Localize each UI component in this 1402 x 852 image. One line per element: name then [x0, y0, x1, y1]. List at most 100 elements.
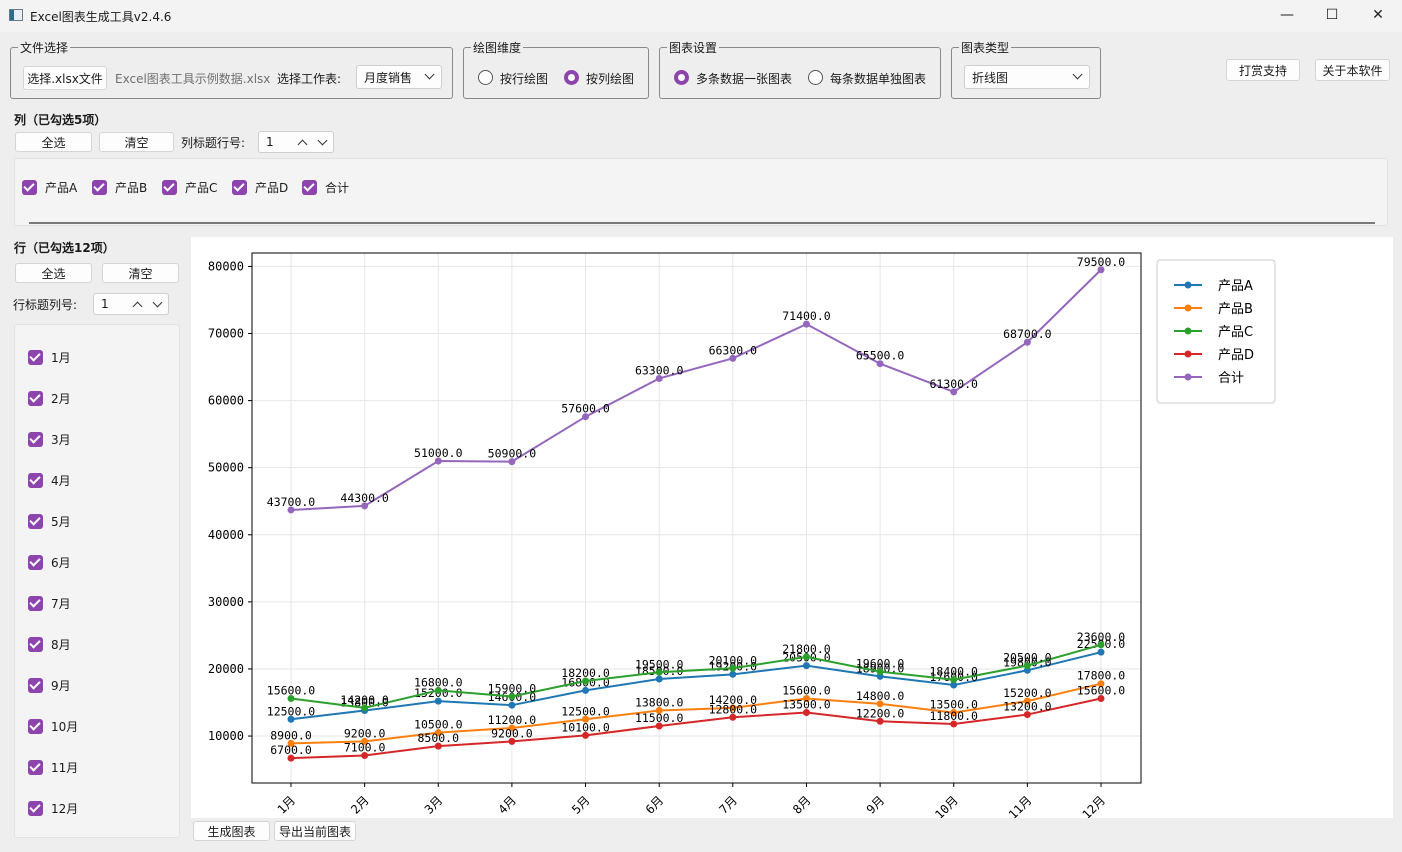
- close-button[interactable]: ✕: [1372, 7, 1384, 23]
- row-item-label: 4月: [51, 474, 71, 488]
- row-item-label: 1月: [51, 351, 71, 365]
- checkbox-checked-icon[interactable]: [28, 350, 43, 365]
- data-point: [287, 694, 295, 702]
- data-point: [434, 742, 442, 750]
- data-point: [655, 722, 663, 730]
- each-separate-chart-radio[interactable]: [808, 70, 823, 85]
- about-button[interactable]: 关于本软件: [1315, 59, 1390, 81]
- column-item[interactable]: 产品B: [92, 179, 147, 196]
- columns-scrollbar[interactable]: [29, 222, 1375, 224]
- rows-clear-button[interactable]: 清空: [102, 263, 179, 283]
- by-column-radio[interactable]: [564, 70, 579, 85]
- data-label: 15600.0: [782, 683, 831, 697]
- data-label: 57600.0: [561, 402, 610, 416]
- data-label: 16800.0: [414, 675, 463, 689]
- columns-clear-button[interactable]: 清空: [99, 132, 174, 152]
- data-label: 50900.0: [488, 447, 537, 461]
- row-item[interactable]: 9月: [28, 677, 71, 694]
- data-point: [434, 697, 442, 705]
- chart-type-select[interactable]: 折线图: [964, 65, 1090, 89]
- title-row-value: 1: [266, 135, 274, 149]
- column-item[interactable]: 合计: [302, 179, 349, 196]
- rows-checkbox-panel: 1月 2月 3月 4月 5月 6月 7月 8月 9月 10月 11月 12月: [14, 324, 180, 838]
- data-point: [802, 709, 810, 717]
- checkbox-checked-icon[interactable]: [28, 473, 43, 488]
- checkbox-checked-icon[interactable]: [28, 514, 43, 529]
- file-selection-group: 文件选择 选择.xlsx文件 Excel图表工具示例数据.xlsx 选择工作表:…: [10, 39, 453, 99]
- checkbox-checked-icon[interactable]: [28, 637, 43, 652]
- checkbox-checked-icon[interactable]: [28, 432, 43, 447]
- checkbox-checked-icon[interactable]: [302, 180, 317, 195]
- data-label: 11200.0: [488, 713, 537, 727]
- checkbox-checked-icon[interactable]: [162, 180, 177, 195]
- checkbox-checked-icon[interactable]: [232, 180, 247, 195]
- data-point: [582, 413, 590, 421]
- column-item[interactable]: 产品D: [232, 179, 288, 196]
- columns-checkbox-list: 产品A 产品B 产品C 产品D 合计: [22, 179, 1322, 197]
- row-item[interactable]: 7月: [28, 595, 71, 612]
- row-item[interactable]: 3月: [28, 431, 71, 448]
- row-item[interactable]: 10月: [28, 718, 78, 735]
- row-item[interactable]: 1月: [28, 349, 71, 366]
- data-label: 19600.0: [856, 657, 905, 671]
- multi-one-chart-label: 多条数据一张图表: [696, 72, 793, 86]
- by-row-radio[interactable]: [478, 70, 493, 85]
- legend-label: 产品B: [1218, 302, 1253, 317]
- title-col-spinbox[interactable]: 1: [93, 293, 169, 315]
- data-label: 21800.0: [782, 642, 831, 656]
- sheet-select[interactable]: 月度销售: [356, 65, 442, 89]
- column-item[interactable]: 产品C: [162, 179, 217, 196]
- row-item-label: 9月: [51, 679, 71, 693]
- spin-up-icon[interactable]: [132, 301, 143, 312]
- checkbox-checked-icon[interactable]: [28, 678, 43, 693]
- generate-chart-button[interactable]: 生成图表: [193, 821, 270, 841]
- x-tick-label: 1月: [275, 793, 299, 817]
- data-label: 18200.0: [561, 666, 610, 680]
- column-item[interactable]: 产品A: [22, 179, 77, 196]
- data-point: [655, 675, 663, 683]
- choose-file-button[interactable]: 选择.xlsx文件: [23, 66, 107, 90]
- chart-area: 10000 20000 30000 40000 50000 60000 70000 80000…: [191, 237, 1393, 822]
- maximize-button[interactable]: ☐: [1325, 7, 1339, 23]
- columns-select-all-button[interactable]: 全选: [15, 132, 92, 152]
- data-label: 14200.0: [709, 693, 758, 707]
- data-point: [582, 715, 590, 723]
- y-tick-label: 10000: [208, 729, 244, 743]
- row-item[interactable]: 2月: [28, 390, 71, 407]
- checkbox-checked-icon[interactable]: [28, 719, 43, 734]
- row-item[interactable]: 5月: [28, 513, 71, 530]
- row-item[interactable]: 4月: [28, 472, 71, 489]
- checkbox-checked-icon[interactable]: [28, 391, 43, 406]
- spin-up-icon[interactable]: [297, 139, 308, 150]
- sheet-select-value: 月度销售: [364, 70, 413, 85]
- row-item[interactable]: 12月: [28, 800, 78, 817]
- checkbox-checked-icon[interactable]: [28, 555, 43, 570]
- data-point: [950, 388, 958, 396]
- x-tick-label: 2月: [348, 793, 372, 817]
- row-item[interactable]: 6月: [28, 554, 71, 571]
- spin-down-icon[interactable]: [317, 135, 328, 146]
- columns-checkbox-panel: 产品A 产品B 产品C 产品D 合计: [14, 158, 1388, 226]
- minimize-button[interactable]: —: [1280, 7, 1294, 23]
- donate-button[interactable]: 打赏支持: [1226, 59, 1300, 81]
- data-point: [655, 707, 663, 715]
- row-item[interactable]: 8月: [28, 636, 71, 653]
- rows-select-all-button[interactable]: 全选: [15, 263, 92, 283]
- multi-one-chart-radio[interactable]: [674, 70, 689, 85]
- checkbox-checked-icon[interactable]: [28, 596, 43, 611]
- export-chart-button[interactable]: 导出当前图表: [274, 821, 356, 841]
- data-point: [876, 360, 884, 368]
- checkbox-checked-icon[interactable]: [28, 801, 43, 816]
- spin-down-icon[interactable]: [152, 297, 163, 308]
- data-point: [729, 354, 737, 362]
- x-tick-label: 3月: [422, 793, 446, 817]
- checkbox-checked-icon[interactable]: [22, 180, 37, 195]
- title-row-spinbox[interactable]: 1: [258, 131, 334, 153]
- checkbox-checked-icon[interactable]: [28, 760, 43, 775]
- by-row-label: 按行绘图: [500, 72, 549, 86]
- data-label: 14200.0: [340, 693, 389, 707]
- checkbox-checked-icon[interactable]: [92, 180, 107, 195]
- series-line: [290, 269, 1102, 511]
- row-item[interactable]: 11月: [28, 759, 78, 776]
- each-separate-chart-label: 每条数据单独图表: [830, 72, 927, 86]
